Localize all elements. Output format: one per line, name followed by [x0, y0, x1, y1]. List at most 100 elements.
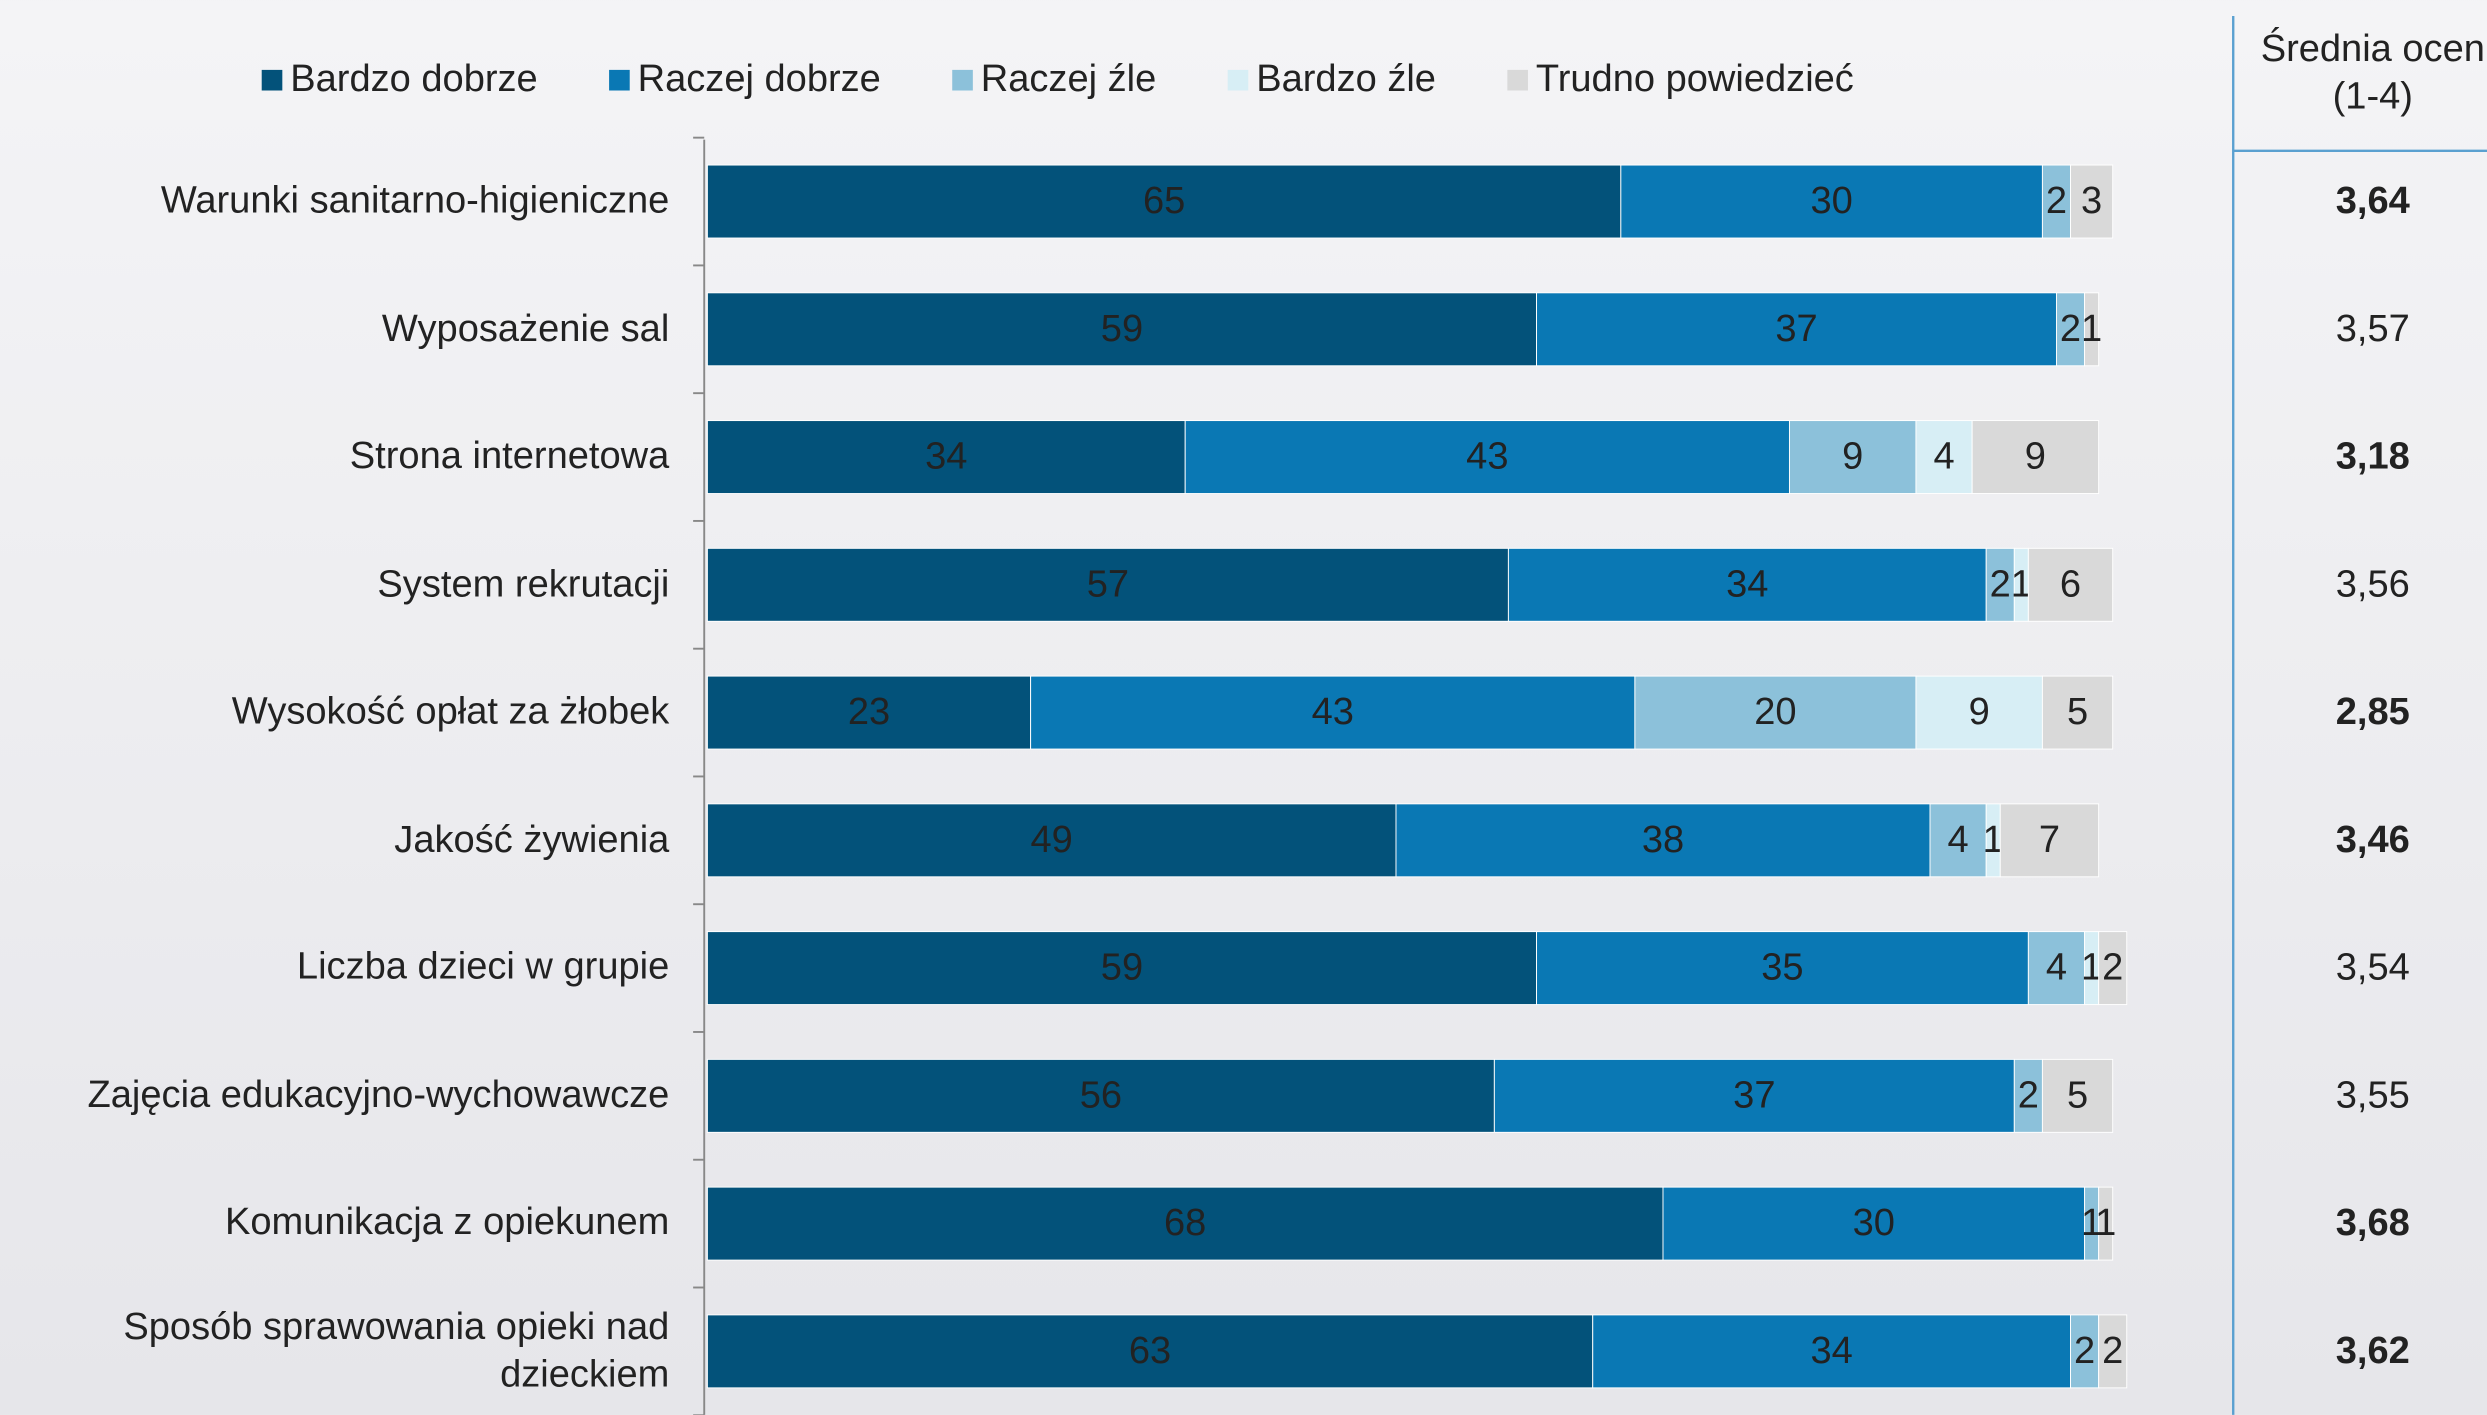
legend-label: Trudno powiedzieć — [1536, 58, 1854, 100]
bar-segment — [2027, 931, 2086, 1006]
bar-segment — [2041, 675, 2114, 750]
bar-segment — [706, 420, 1186, 495]
bar-segment — [706, 292, 1537, 367]
bar-value-label: 6 — [2060, 563, 2081, 605]
mean-value: 3,62 — [2336, 1330, 2410, 1372]
legend-swatch — [1507, 69, 1528, 91]
legend-label: Bardzo źle — [1256, 58, 1436, 100]
legend-label: Raczej źle — [981, 58, 1157, 100]
bar-value-label: 59 — [1101, 308, 1143, 350]
legend-swatch — [609, 69, 630, 91]
category-label: System rekrutacji — [377, 562, 670, 606]
bar-value-label: 34 — [1810, 1330, 1852, 1372]
mean-value: 3,64 — [2336, 180, 2410, 222]
bar-value-label: 43 — [1312, 691, 1354, 733]
bar-value-label: 4 — [1948, 819, 1969, 861]
bar-segment — [1971, 420, 2100, 495]
bar-value-label: 34 — [925, 436, 967, 478]
bar-segment — [1493, 1058, 2015, 1133]
bar-segment — [1915, 420, 1973, 495]
category-label-box: Sposób sprawowania opieki nad dzieckiem — [123, 1305, 669, 1395]
bar-value-label: 2 — [2060, 308, 2081, 350]
bar-value-label: 59 — [1101, 947, 1143, 989]
bar-value-label: 35 — [1761, 947, 1803, 989]
category-label-box: Jakość żywienia — [394, 818, 670, 861]
category-label-box: Strona internetowa — [349, 434, 670, 478]
bar-value-label: 5 — [2067, 1074, 2088, 1116]
bar-value-label: 68 — [1164, 1202, 1206, 1244]
bar-segment — [2041, 1058, 2114, 1133]
mean-value: 3,56 — [2336, 563, 2410, 605]
bar-segment — [2041, 164, 2071, 239]
mean-value: 3,57 — [2336, 308, 2410, 350]
bar-value-label: 56 — [1080, 1074, 1122, 1116]
bar-segment — [1184, 420, 1790, 495]
bar-value-label: 2 — [2046, 180, 2067, 222]
bar-segment — [1536, 292, 2057, 367]
bar-segment — [1662, 1186, 2086, 1261]
bar-segment — [706, 803, 1397, 878]
bar-segment — [2098, 1186, 2114, 1261]
mean-value: 3,68 — [2336, 1202, 2410, 1244]
bar-value-label: 1 — [2081, 947, 2102, 989]
legend-label: Bardzo dobrze — [290, 58, 537, 100]
bar-value-label: 2 — [2102, 947, 2123, 989]
bar-value-label: 23 — [848, 691, 890, 733]
bar-value-label: 37 — [1733, 1074, 1775, 1116]
legend-swatch — [952, 69, 973, 91]
bar-segment — [1030, 675, 1636, 750]
bar-value-label: 34 — [1726, 563, 1768, 605]
legend-label: Raczej dobrze — [638, 58, 881, 100]
bar-segment — [1536, 931, 2029, 1006]
category-label: Liczba dzieci w grupie — [296, 945, 670, 989]
bar-segment — [1507, 547, 1987, 622]
category-label: Wyposażenie sal — [381, 307, 670, 350]
category-label-box: Zajęcia edukacyjno-wychowawcze — [87, 1074, 669, 1117]
bar-value-label: 65 — [1143, 180, 1185, 222]
bar-value-label: 2 — [1990, 563, 2011, 605]
bar-value-label: 49 — [1031, 819, 1073, 861]
bar-value-label: 37 — [1775, 308, 1817, 350]
bar-value-label: 1 — [1983, 819, 2004, 861]
bar-segment — [1395, 803, 1931, 878]
mean-value: 2,85 — [2336, 691, 2410, 733]
bar-value-label: 57 — [1087, 563, 1129, 605]
category-label-box: Komunikacja z opiekunem — [225, 1201, 669, 1244]
category-label: Jakość żywienia — [394, 818, 670, 861]
bar-segment — [706, 931, 1537, 1006]
bar-segment — [1634, 675, 1917, 750]
category-label-box: Warunki sanitarno-higieniczne — [160, 179, 670, 223]
bar-segment — [1985, 547, 2015, 622]
bar-value-label: 2 — [2074, 1330, 2095, 1372]
category-label-box: Wysokość opłat za żłobek — [231, 690, 670, 734]
bar-value-label: 63 — [1129, 1330, 1171, 1372]
bar-value-label: 1 — [2081, 1202, 2102, 1244]
bar-segment — [706, 675, 1032, 750]
legend-swatch — [261, 69, 283, 91]
bar-value-label: 9 — [2025, 436, 2046, 478]
bar-value-label: 30 — [1853, 1202, 1895, 1244]
category-label: Warunki sanitarno-higieniczne — [160, 179, 670, 223]
bar-segment — [2027, 547, 2114, 622]
bar-value-label: 38 — [1642, 819, 1684, 861]
mean-value: 3,18 — [2336, 436, 2410, 478]
bar-value-label: 9 — [1842, 436, 1863, 478]
bar-value-label: 1 — [2095, 1202, 2116, 1244]
category-label-box: Liczba dzieci w grupie — [296, 945, 670, 989]
bar-segment — [706, 1186, 1664, 1261]
mean-value: 3,46 — [2336, 819, 2410, 861]
bar-value-label: 3 — [2081, 180, 2102, 222]
category-label: Wysokość opłat za żłobek — [231, 690, 670, 734]
bar-value-label: 2 — [2102, 1330, 2123, 1372]
bar-value-label: 1 — [2011, 563, 2032, 605]
bar-segment — [706, 1058, 1495, 1133]
bar-segment — [1620, 164, 2043, 239]
bar-segment — [2055, 292, 2086, 367]
category-label: Strona internetowa — [349, 434, 670, 478]
category-label-box: System rekrutacji — [377, 562, 670, 606]
bar-segment — [706, 164, 1622, 239]
bar-segment — [2098, 1314, 2128, 1389]
mean-column-title: (1-4) — [2333, 75, 2413, 117]
